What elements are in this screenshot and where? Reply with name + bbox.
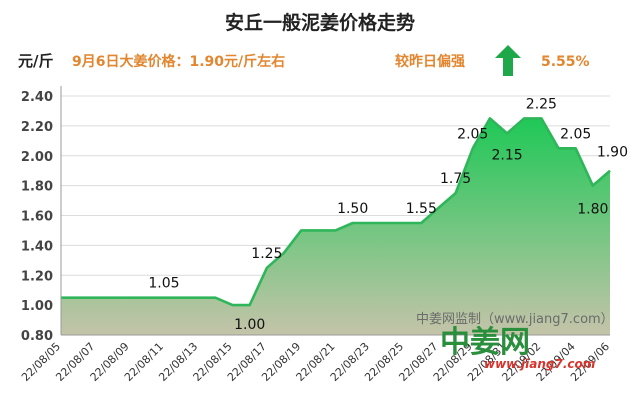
y-tick-label: 1.60 — [21, 210, 53, 225]
y-tick-label: 2.00 — [21, 150, 53, 165]
chart-title: 安丘一般泥姜价格走势 — [225, 11, 415, 34]
data-label: 2.05 — [457, 126, 488, 142]
data-label: 1.90 — [597, 145, 628, 161]
y-axis-ticks: 0.80 1.00 1.20 1.40 1.60 1.80 2.00 2.20 2.40 — [21, 90, 53, 344]
up-arrow-icon — [495, 45, 521, 76]
data-label: 1.75 — [440, 171, 471, 187]
y-tick-label: 1.80 — [21, 180, 53, 195]
axes — [60, 86, 610, 336]
site-logo: 中姜网 www.jiang7.com — [440, 325, 595, 371]
data-label: 1.55 — [406, 201, 437, 217]
y-tick-label: 0.80 — [21, 329, 53, 344]
data-labels: 1.051.001.251.50 1.551.752.052.152.252.05… — [148, 96, 628, 333]
compare-label: 较昨日偏强 — [395, 53, 465, 70]
y-tick-label: 2.20 — [21, 120, 53, 135]
data-label: 2.15 — [491, 147, 522, 163]
logo-text: 中姜网 — [440, 325, 530, 360]
change-percent: 5.55% — [541, 54, 590, 70]
unit-label: 元/斤 — [18, 52, 53, 70]
y-tick-label: 1.20 — [21, 269, 53, 284]
data-label: 1.80 — [577, 202, 608, 218]
series-area — [61, 118, 610, 336]
area-fill — [61, 117, 611, 336]
y-tick-label: 2.40 — [21, 90, 53, 105]
y-tick-label: 1.40 — [21, 239, 53, 254]
watermark-text: 中姜网监制（www.jiang7.com） — [416, 312, 614, 327]
data-label: 2.25 — [526, 96, 557, 112]
logo-url: www.jiang7.com — [484, 357, 595, 371]
data-label: 1.05 — [148, 276, 179, 292]
y-tick-label: 1.00 — [21, 299, 53, 314]
price-note: 9月6日大姜价格：1.90元/斤左右 — [72, 53, 285, 70]
data-label: 1.50 — [337, 201, 368, 217]
data-label: 1.00 — [234, 317, 265, 333]
data-label: 2.05 — [560, 126, 591, 142]
data-label: 1.25 — [251, 246, 282, 262]
series-line — [61, 117, 611, 307]
